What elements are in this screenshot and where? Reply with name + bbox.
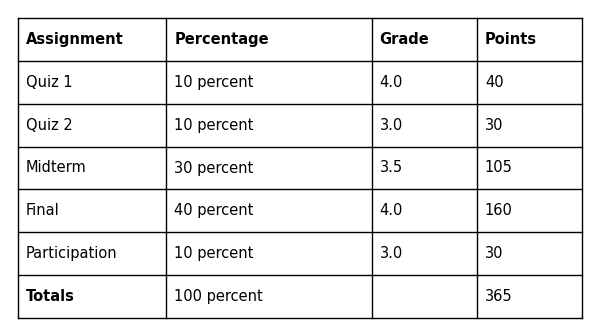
Text: Points: Points: [485, 32, 537, 47]
Text: 4.0: 4.0: [380, 75, 403, 90]
Text: Final: Final: [26, 203, 60, 218]
Text: 3.5: 3.5: [380, 161, 403, 175]
Text: Quiz 2: Quiz 2: [26, 118, 73, 133]
Text: Percentage: Percentage: [174, 32, 269, 47]
Text: 30 percent: 30 percent: [174, 161, 253, 175]
Text: 3.0: 3.0: [380, 118, 403, 133]
Text: 30: 30: [485, 118, 503, 133]
Text: Assignment: Assignment: [26, 32, 124, 47]
Text: 40 percent: 40 percent: [174, 203, 254, 218]
Text: Midterm: Midterm: [26, 161, 87, 175]
Text: 160: 160: [485, 203, 513, 218]
Text: 30: 30: [485, 246, 503, 261]
Text: 4.0: 4.0: [380, 203, 403, 218]
Text: Grade: Grade: [380, 32, 430, 47]
Text: 3.0: 3.0: [380, 246, 403, 261]
Text: 10 percent: 10 percent: [174, 118, 254, 133]
Text: Quiz 1: Quiz 1: [26, 75, 73, 90]
Text: Totals: Totals: [26, 289, 75, 304]
Text: 365: 365: [485, 289, 512, 304]
Text: 105: 105: [485, 161, 513, 175]
Text: 10 percent: 10 percent: [174, 246, 254, 261]
Text: Participation: Participation: [26, 246, 118, 261]
Text: 10 percent: 10 percent: [174, 75, 254, 90]
Text: 100 percent: 100 percent: [174, 289, 263, 304]
Text: 40: 40: [485, 75, 503, 90]
